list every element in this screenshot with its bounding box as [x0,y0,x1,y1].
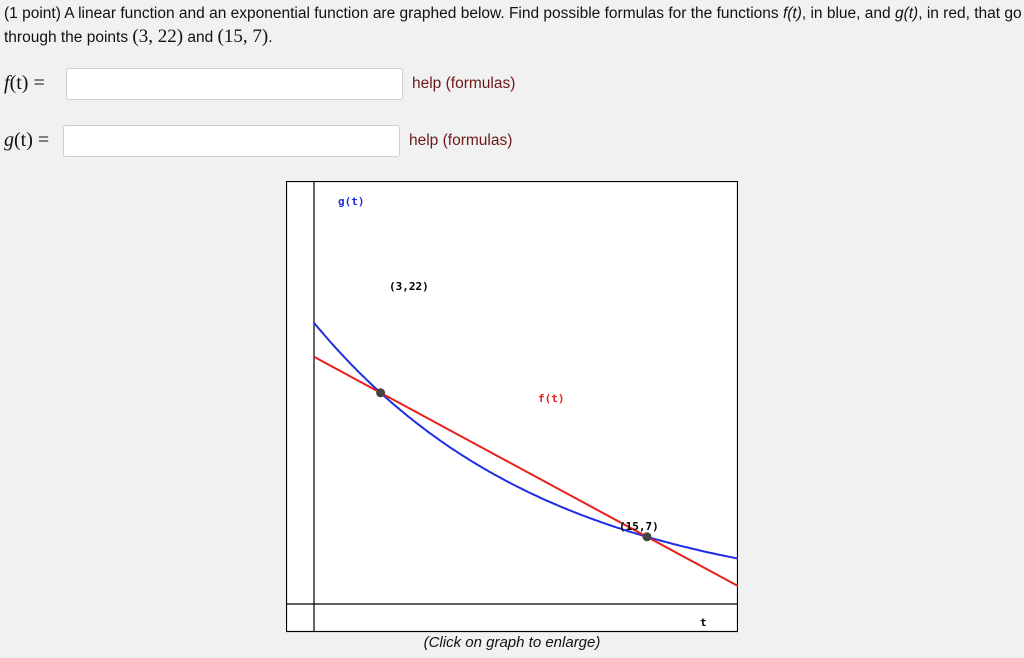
problem-end: . [268,29,273,46]
point2-math: (15, 7) [217,26,269,47]
answer-input-g[interactable] [63,125,400,157]
function-letter: g [4,129,14,151]
equals-sign: = [32,129,50,151]
graph-caption[interactable]: (Click on graph to enlarge) [423,634,601,651]
graph-frame [286,181,738,633]
g-name: g(t) [894,5,919,22]
point-3-22 [376,388,386,398]
point2-label: (15,7) [619,520,659,533]
problem-mid1: , in blue, and [801,5,895,22]
function-letter: f [4,72,10,94]
answer-label-f: f(t) = [4,72,45,95]
graph-svg: g(t) (3,22) f(t) (15,7) t [286,181,738,633]
equals-sign: = [28,72,45,94]
help-formulas-link-f[interactable]: help (formulas) [412,75,516,92]
answer-row-f: f(t) = help (formulas) [4,68,564,104]
exponential-curve-g [313,322,738,560]
point1-label: (3,22) [389,280,429,293]
problem-statement: (1 point) A linear function and an expon… [4,2,1022,49]
function-arg: (t) [9,72,29,94]
linear-line-f [313,355,738,587]
function-graph[interactable]: g(t) (3,22) f(t) (15,7) t [286,181,738,633]
problem-and: and [183,29,218,46]
problem-prefix: (1 point) A linear function and an expon… [4,5,783,22]
answer-row-g: g(t) = help (formulas) [4,125,564,161]
answer-label-g: g(t) = [4,129,49,152]
f-name: f(t) [782,5,802,22]
answer-input-f[interactable] [66,68,403,100]
function-arg: (t) [14,129,33,151]
point-15-7 [642,532,652,542]
f-line-label: f(t) [538,392,565,405]
help-formulas-link-g[interactable]: help (formulas) [409,132,513,149]
x-axis-label: t [700,616,707,629]
problem-mid2: , in red, that go through the points [4,5,1022,46]
point1-math: (3, 22) [132,26,184,47]
g-curve-label: g(t) [338,195,365,208]
